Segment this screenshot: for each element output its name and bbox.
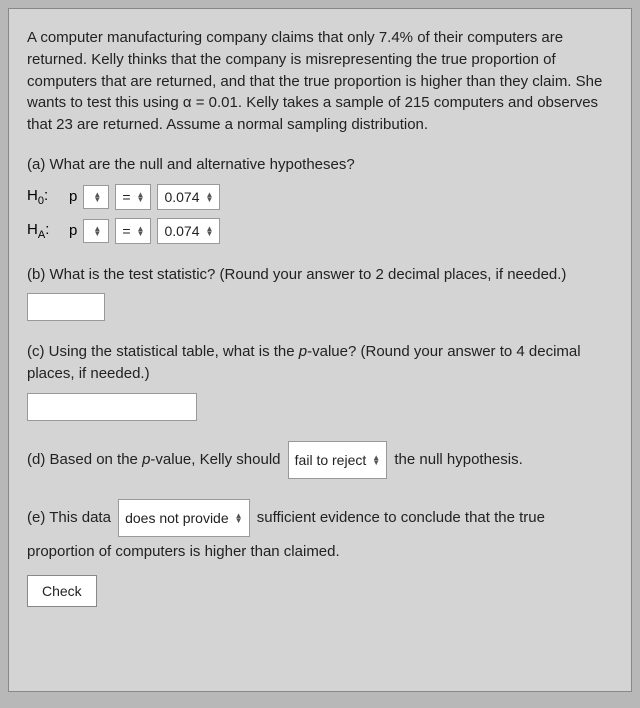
h0-operator-select[interactable]: = ▲▼ [115,184,151,210]
updown-icon: ▲▼ [206,192,214,202]
test-statistic-input[interactable] [27,293,105,321]
part-c-prompt: (c) Using the statistical table, what is… [27,341,613,385]
updown-icon: ▲▼ [372,455,380,465]
decision-select[interactable]: fail to reject ▲▼ [288,441,388,479]
intro-text: A computer manufacturing company claims … [27,27,613,136]
check-button[interactable]: Check [27,575,97,607]
part-e: (e) This data does not provide ▲▼ suffic… [27,499,613,607]
h0-row: H0: p ▲▼ = ▲▼ 0.074 ▲▼ [27,184,613,210]
part-d: (d) Based on the p-value, Kelly should f… [27,441,613,479]
h0-value-select[interactable]: 0.074 ▲▼ [157,184,220,210]
ha-param: p [69,222,77,239]
h0-label: H0: [27,187,63,207]
part-b-prompt: (b) What is the test statistic? (Round y… [27,264,613,286]
part-e-text: (e) This data does not provide ▲▼ suffic… [27,499,613,567]
updown-icon: ▲▼ [235,513,243,523]
part-a: (a) What are the null and alternative hy… [27,154,613,244]
updown-icon: ▲▼ [93,192,101,202]
evidence-select[interactable]: does not provide ▲▼ [118,499,249,537]
part-b: (b) What is the test statistic? (Round y… [27,264,613,322]
ha-operator-select[interactable]: = ▲▼ [115,218,151,244]
p-value-input[interactable] [27,393,197,421]
updown-icon: ▲▼ [137,226,145,236]
part-c: (c) Using the statistical table, what is… [27,341,613,421]
h0-blank-select[interactable]: ▲▼ [83,185,109,209]
updown-icon: ▲▼ [137,192,145,202]
ha-value-select[interactable]: 0.074 ▲▼ [157,218,220,244]
part-a-prompt: (a) What are the null and alternative hy… [27,154,613,176]
ha-label: HA: [27,221,63,241]
question-panel: A computer manufacturing company claims … [8,8,632,692]
part-d-text: (d) Based on the p-value, Kelly should f… [27,441,613,479]
h0-param: p [69,188,77,205]
updown-icon: ▲▼ [206,226,214,236]
ha-blank-select[interactable]: ▲▼ [83,219,109,243]
updown-icon: ▲▼ [93,226,101,236]
ha-row: HA: p ▲▼ = ▲▼ 0.074 ▲▼ [27,218,613,244]
